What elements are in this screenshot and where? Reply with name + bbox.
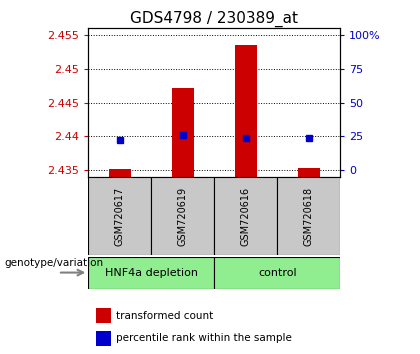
Title: GDS4798 / 230389_at: GDS4798 / 230389_at — [130, 11, 298, 27]
Bar — [298, 168, 320, 177]
Bar — [214, 257, 340, 289]
Text: GSM720618: GSM720618 — [304, 186, 314, 246]
Text: GSM720616: GSM720616 — [241, 186, 251, 246]
Text: HNF4a depletion: HNF4a depletion — [105, 268, 198, 278]
Bar — [109, 169, 131, 177]
Bar — [96, 308, 111, 323]
Bar — [151, 177, 214, 255]
Bar — [277, 177, 340, 255]
Text: control: control — [258, 268, 297, 278]
Bar — [96, 331, 111, 346]
Bar — [172, 88, 194, 177]
Text: percentile rank within the sample: percentile rank within the sample — [116, 333, 292, 343]
Text: transformed count: transformed count — [116, 311, 213, 321]
Bar — [88, 257, 214, 289]
Bar — [88, 177, 151, 255]
Text: GSM720617: GSM720617 — [115, 186, 125, 246]
Bar — [235, 45, 257, 177]
Text: GSM720619: GSM720619 — [178, 186, 188, 246]
Bar — [214, 177, 277, 255]
Text: genotype/variation: genotype/variation — [4, 258, 103, 268]
